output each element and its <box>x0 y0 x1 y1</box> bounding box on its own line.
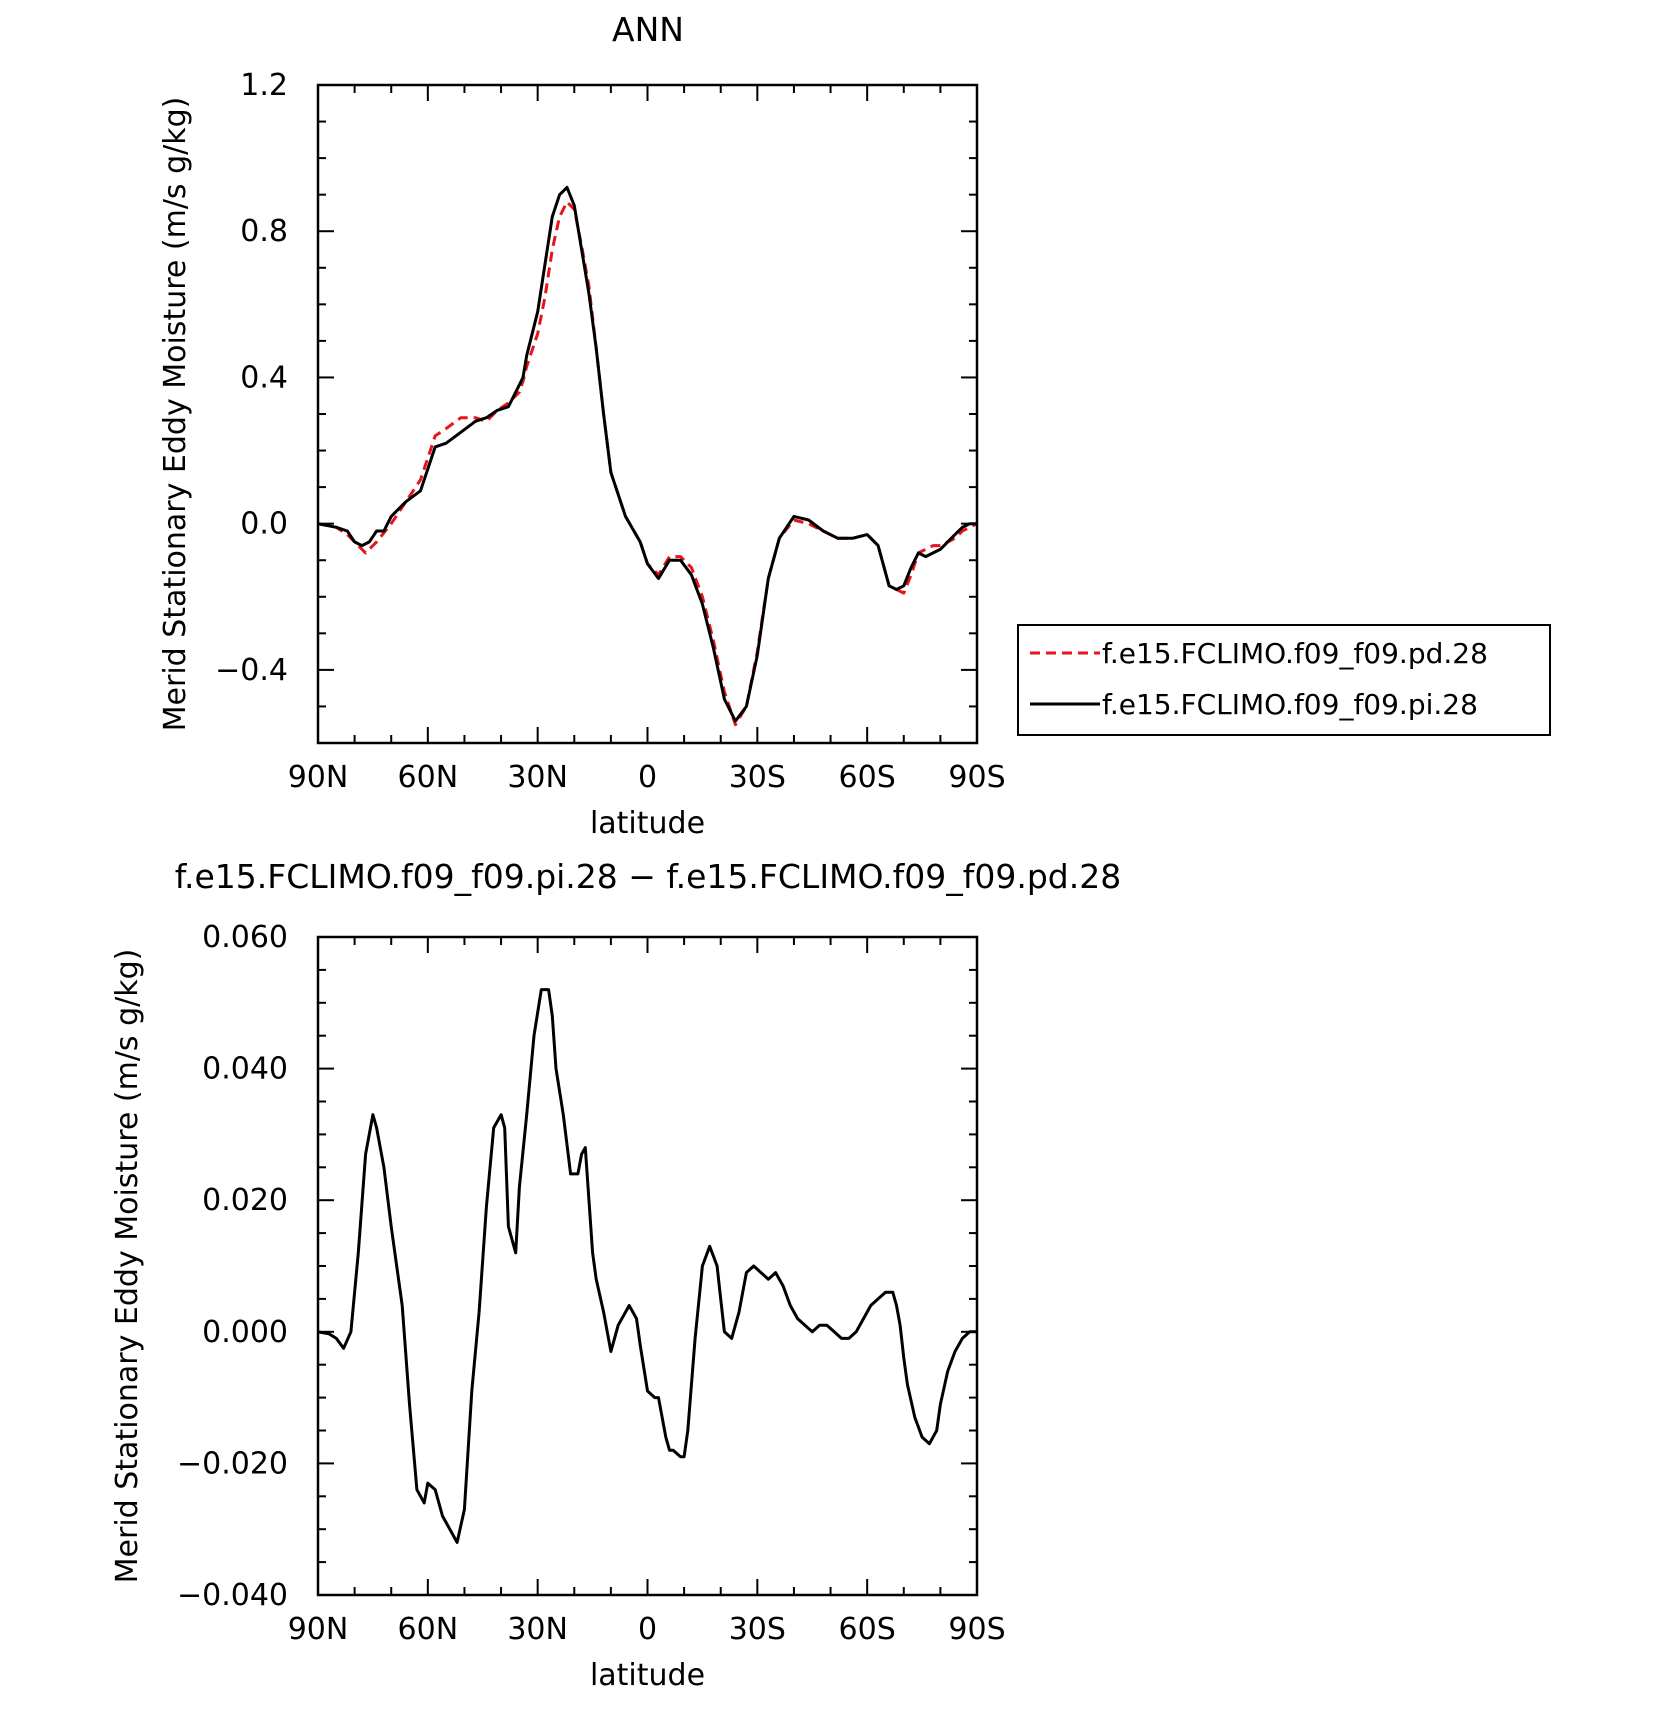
y-tick-label: −0.040 <box>177 1578 288 1613</box>
y-tick-label: 0.0 <box>240 507 288 542</box>
series-line-pd <box>318 200 977 727</box>
x-tick-label: 90S <box>948 1612 1005 1647</box>
x-tick-label: 30S <box>729 760 786 795</box>
legend-box <box>1017 624 1551 736</box>
x-ticks <box>317 85 978 743</box>
plot-frame <box>316 935 979 1597</box>
y-axis-title: Merid Stationary Eddy Moisture (m/s g/kg… <box>110 949 145 1584</box>
x-tick-label: 30N <box>507 760 568 795</box>
x-tick-label: 90S <box>948 760 1005 795</box>
x-tick-label: 30N <box>507 1612 568 1647</box>
x-axis-title: latitude <box>590 806 705 841</box>
y-axis-title: Merid Stationary Eddy Moisture (m/s g/kg… <box>158 97 193 732</box>
y-tick-label: 0.4 <box>240 360 288 395</box>
plot-title: ANN <box>612 10 684 49</box>
series-line-pi <box>318 185 977 723</box>
y-tick-label: 0.020 <box>202 1183 288 1218</box>
top-panel: 90N 60N 30N 0 30S 60S 90S 1.2 0.8 0.4 0.0 −0.4 ANN la… <box>158 10 1006 841</box>
y-tick-label: 0.040 <box>202 1052 288 1087</box>
bottom-panel: 90N 60N 30N 0 30S 60S 90S 0.060 0.040 0.020 0.000 −… <box>110 857 1121 1693</box>
plot-frame <box>316 83 979 745</box>
y-ticks <box>318 84 977 744</box>
plot-title: f.e15.FCLIMO.f09_f09.pi.28 − f.e15.FCLIM… <box>175 857 1121 896</box>
legend-label: f.e15.FCLIMO.f09_f09.pd.28 <box>1102 637 1488 670</box>
x-tick-label: 30S <box>729 1612 786 1647</box>
x-tick-label: 60N <box>398 1612 459 1647</box>
y-tick-label: 0.060 <box>202 920 288 955</box>
y-ticks <box>318 936 977 1596</box>
y-tick-label: −0.4 <box>215 653 288 688</box>
series-group <box>318 988 977 1544</box>
y-tick-label: 0.000 <box>202 1315 288 1350</box>
x-tick-label: 60S <box>839 760 896 795</box>
x-axis-title: latitude <box>590 1658 705 1693</box>
x-tick-label: 60S <box>839 1612 896 1647</box>
series-line-pi <box>318 988 977 1544</box>
x-tick-label: 60N <box>398 760 459 795</box>
x-tick-label: 90N <box>288 1612 349 1647</box>
legend-label: f.e15.FCLIMO.f09_f09.pi.28 <box>1102 688 1478 721</box>
x-tick-label: 0 <box>638 760 657 795</box>
y-tick-label: −0.020 <box>177 1446 288 1481</box>
x-ticks <box>317 937 978 1595</box>
series-group <box>318 185 977 727</box>
x-tick-label: 0 <box>638 1612 657 1647</box>
legend: f.e15.FCLIMO.f09_f09.pd.28 f.e15.FCLIMO.f… <box>1017 624 1551 736</box>
y-tick-label: 0.8 <box>240 214 288 249</box>
x-tick-label: 90N <box>288 760 349 795</box>
y-tick-label: 1.2 <box>240 68 288 103</box>
